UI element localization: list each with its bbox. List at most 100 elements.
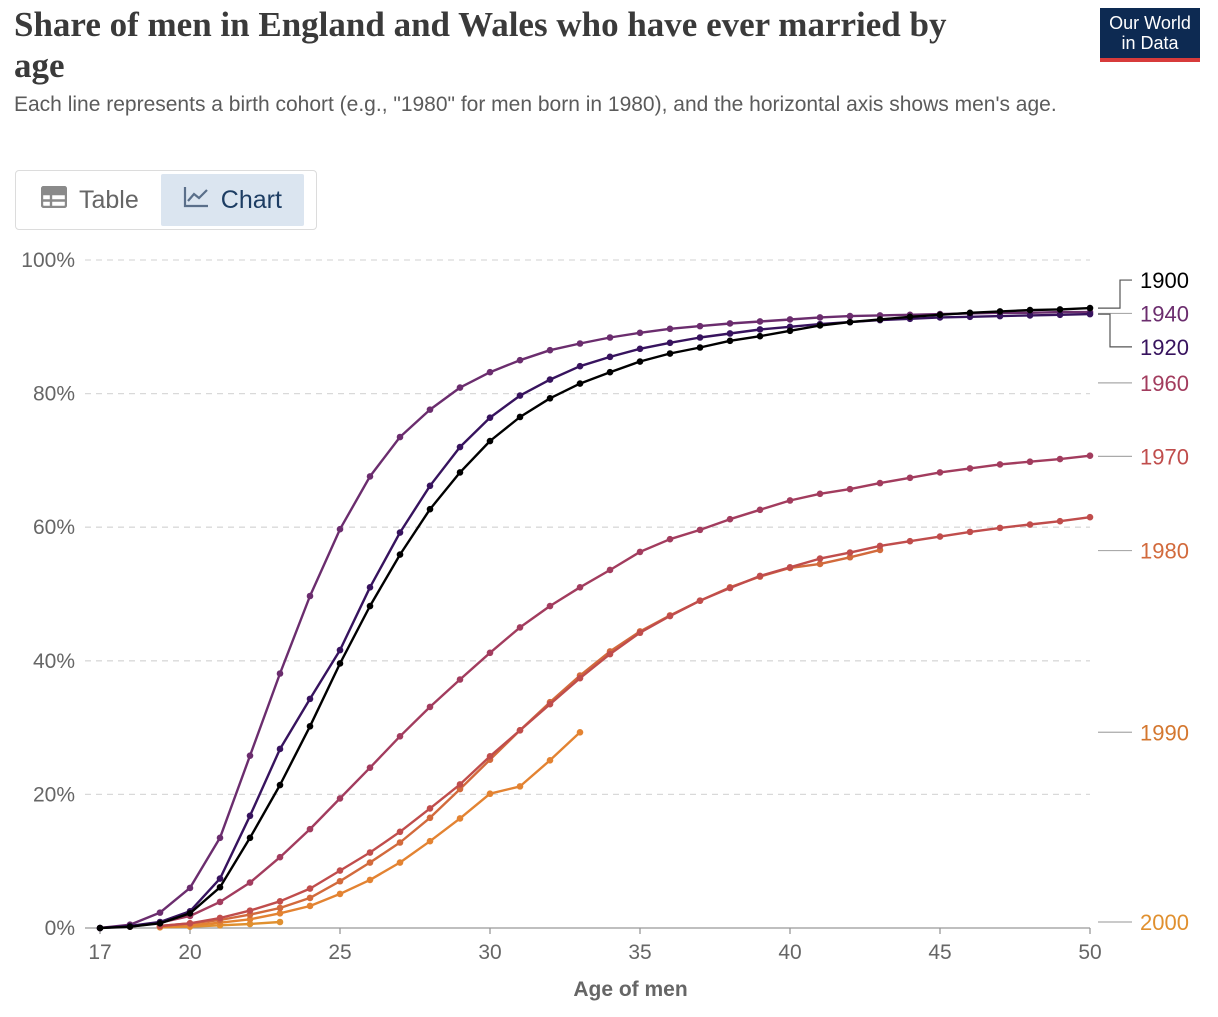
data-point-1960 <box>906 474 914 482</box>
data-point-1970 <box>306 885 314 892</box>
label-connector <box>1098 279 1132 309</box>
data-point-1940 <box>246 752 254 759</box>
data-point-1920 <box>756 326 764 333</box>
data-point-1990 <box>366 876 374 884</box>
data-point-1970 <box>726 584 734 592</box>
data-point-1980 <box>396 839 404 846</box>
data-point-1980 <box>816 560 824 568</box>
data-point-1940 <box>606 334 614 341</box>
data-point-1920 <box>696 334 704 341</box>
data-point-1900 <box>396 551 404 558</box>
data-point-1970 <box>216 914 224 922</box>
chart-title: Share of men in England and Wales who ha… <box>14 5 947 85</box>
data-point-1900 <box>696 344 704 351</box>
data-point-1960 <box>276 853 284 861</box>
data-point-1990 <box>336 890 344 898</box>
data-point-1900 <box>876 316 884 323</box>
data-point-1960 <box>216 898 224 906</box>
data-point-1990 <box>546 757 554 764</box>
data-point-1920 <box>666 339 674 347</box>
data-point-1920 <box>576 362 584 370</box>
y-tick-label: 60% <box>33 516 75 539</box>
data-point-1920 <box>726 330 734 337</box>
data-point-1900 <box>576 380 584 387</box>
view-tabs: Table Chart <box>15 170 317 230</box>
data-point-1920 <box>276 745 284 753</box>
data-point-1960 <box>1056 455 1064 463</box>
series-label-1940: 1940 <box>1140 301 1189 326</box>
line-chart: 0% 20% 40% 60% 80% 100% 17 20 25 30 35 40 45 50 Age of… <box>21 249 1189 1001</box>
data-point-1900 <box>96 924 104 932</box>
data-point-1970 <box>366 849 374 856</box>
data-point-1970 <box>1086 513 1094 521</box>
data-point-1960 <box>336 795 344 802</box>
data-point-1960 <box>576 584 584 591</box>
data-point-1980 <box>366 859 374 866</box>
data-point-1900 <box>846 318 854 326</box>
data-point-1900 <box>786 327 794 335</box>
data-point-1900 <box>906 313 914 321</box>
data-point-1970 <box>486 753 494 760</box>
data-point-1940 <box>516 356 524 364</box>
data-point-1980 <box>456 785 464 793</box>
data-point-1900 <box>306 722 314 730</box>
data-point-1920 <box>516 392 524 399</box>
series-line-1900 <box>99 306 1091 930</box>
data-point-1960 <box>606 566 614 574</box>
data-point-1960 <box>936 469 944 476</box>
data-point-1900 <box>816 322 824 329</box>
data-point-1990 <box>576 728 584 736</box>
data-point-1970 <box>336 867 344 874</box>
tab-chart[interactable]: Chart <box>160 174 304 226</box>
data-point-1980 <box>276 904 284 912</box>
series-label-2000: 2000 <box>1140 910 1189 935</box>
data-point-1970 <box>456 781 464 788</box>
data-point-1970 <box>186 920 194 927</box>
data-point-1920 <box>996 312 1004 320</box>
data-point-1940 <box>426 406 434 413</box>
x-tick-label: 40 <box>778 941 801 964</box>
data-point-1960 <box>666 535 674 543</box>
data-point-1970 <box>906 537 914 545</box>
data-point-1940 <box>666 325 674 333</box>
data-point-1970 <box>666 612 674 620</box>
data-point-1920 <box>606 353 614 361</box>
data-point-1960 <box>306 825 314 833</box>
data-point-1970 <box>546 700 554 708</box>
data-point-1990 <box>306 902 314 910</box>
data-point-1900 <box>966 309 974 317</box>
series-label-1920: 1920 <box>1140 335 1189 360</box>
y-tick-label: 100% <box>21 249 75 272</box>
data-point-1990 <box>396 859 404 866</box>
data-point-1960 <box>546 602 554 610</box>
data-point-1900 <box>216 883 224 891</box>
data-point-1940 <box>366 473 374 480</box>
data-point-1900 <box>1056 306 1064 313</box>
data-point-1940 <box>816 314 824 321</box>
line-chart-icon <box>183 186 209 215</box>
data-point-1970 <box>996 524 1004 532</box>
data-point-1960 <box>816 490 824 498</box>
tab-table[interactable]: Table <box>19 174 161 226</box>
data-point-1920 <box>636 345 644 353</box>
data-point-1900 <box>1086 304 1094 312</box>
data-point-1900 <box>996 308 1004 315</box>
data-point-1980 <box>306 894 314 902</box>
data-point-1900 <box>726 337 734 345</box>
data-point-1970 <box>276 897 284 905</box>
data-point-1970 <box>756 572 764 580</box>
data-point-1970 <box>576 674 584 682</box>
owid-logo[interactable]: Our World in Data <box>1100 8 1200 62</box>
data-point-1970 <box>936 533 944 540</box>
data-point-1970 <box>246 907 254 914</box>
data-point-1990 <box>486 790 494 798</box>
data-point-1940 <box>396 433 404 441</box>
data-point-1920 <box>1026 312 1034 319</box>
data-point-1900 <box>336 660 344 667</box>
x-axis-label: Age of men <box>573 978 687 1001</box>
data-point-1940 <box>546 346 554 354</box>
data-point-1900 <box>276 781 284 789</box>
x-tick-label: 50 <box>1078 941 1101 964</box>
data-point-1960 <box>726 515 734 523</box>
data-point-1900 <box>126 923 134 930</box>
